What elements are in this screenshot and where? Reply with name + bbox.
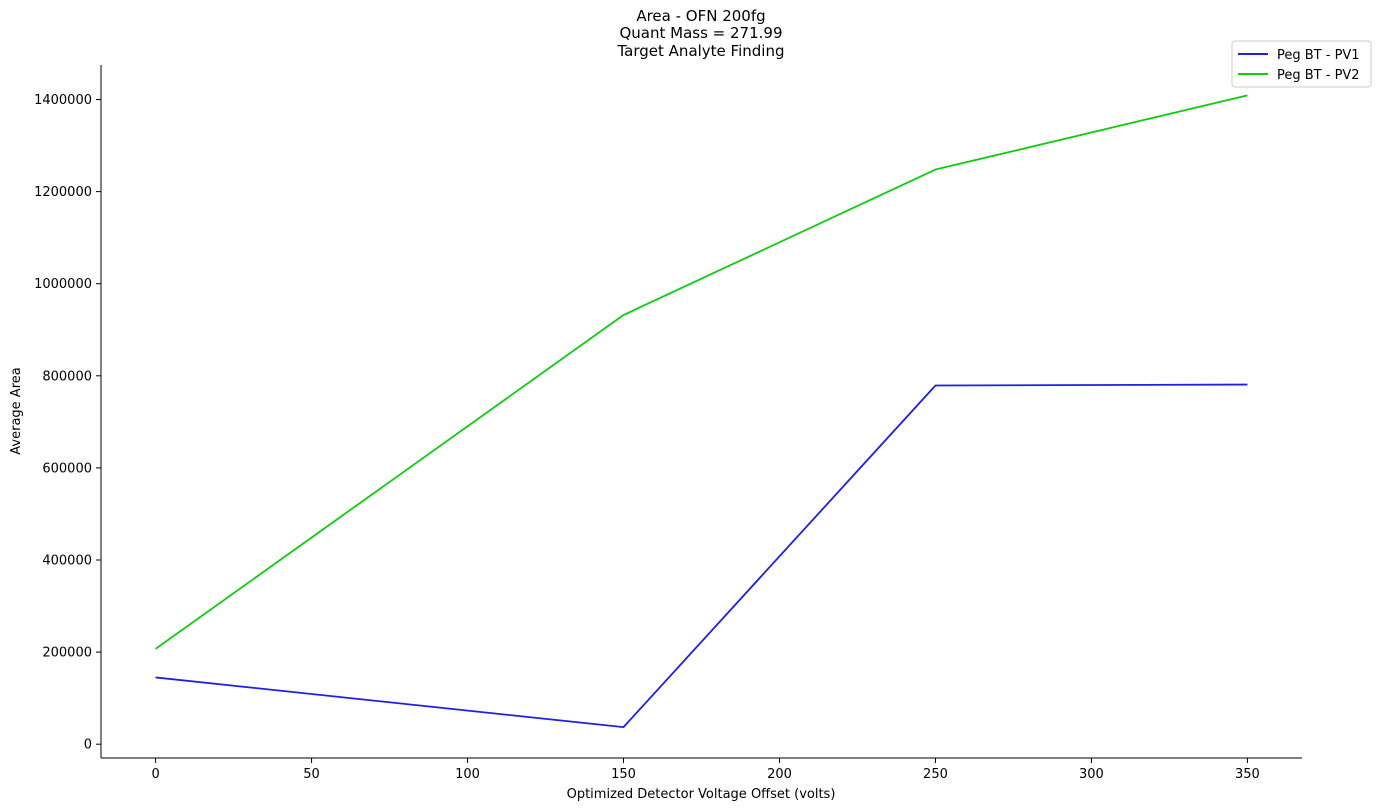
y-tick-label: 800000 — [42, 369, 92, 384]
series-line-pv1 — [156, 385, 1248, 728]
legend-label-pv2: Peg BT - PV2 — [1277, 68, 1360, 83]
chart-title-line-2: Quant Mass = 271.99 — [619, 24, 782, 42]
x-tick-label: 300 — [1079, 767, 1104, 782]
legend: Peg BT - PV1 Peg BT - PV2 — [1232, 41, 1371, 87]
x-tick-label: 100 — [455, 767, 480, 782]
y-tick-label: 400000 — [42, 554, 92, 569]
x-axis-label: Optimized Detector Voltage Offset (volts… — [567, 787, 836, 802]
y-tick-label: 0 — [84, 738, 92, 753]
y-tick-label: 600000 — [42, 461, 92, 476]
y-axis-ticks: 0 200000 400000 600000 800000 1000000 1200000 1… — [34, 93, 101, 753]
chart-title: Area - OFN 200fg Quant Mass = 271.99 Tar… — [617, 7, 785, 60]
y-tick-label: 1400000 — [34, 93, 92, 108]
legend-label-pv1: Peg BT - PV1 — [1277, 48, 1360, 63]
series-line-pv2 — [156, 95, 1248, 648]
x-tick-label: 50 — [303, 767, 320, 782]
x-tick-label: 0 — [151, 767, 159, 782]
x-tick-label: 250 — [923, 767, 948, 782]
y-axis-label: Average Area — [9, 367, 24, 454]
y-tick-label: 200000 — [42, 646, 92, 661]
x-tick-label: 200 — [767, 767, 792, 782]
x-tick-label: 150 — [611, 767, 636, 782]
y-tick-label: 1000000 — [34, 277, 92, 292]
chart-title-line-3: Target Analyte Finding — [617, 42, 785, 60]
y-tick-label: 1200000 — [34, 185, 92, 200]
series-lines — [156, 95, 1248, 727]
x-axis-ticks: 0 50 100 150 200 250 300 350 — [151, 758, 1259, 782]
chart-title-line-1: Area - OFN 200fg — [636, 7, 765, 25]
x-tick-label: 350 — [1235, 767, 1260, 782]
